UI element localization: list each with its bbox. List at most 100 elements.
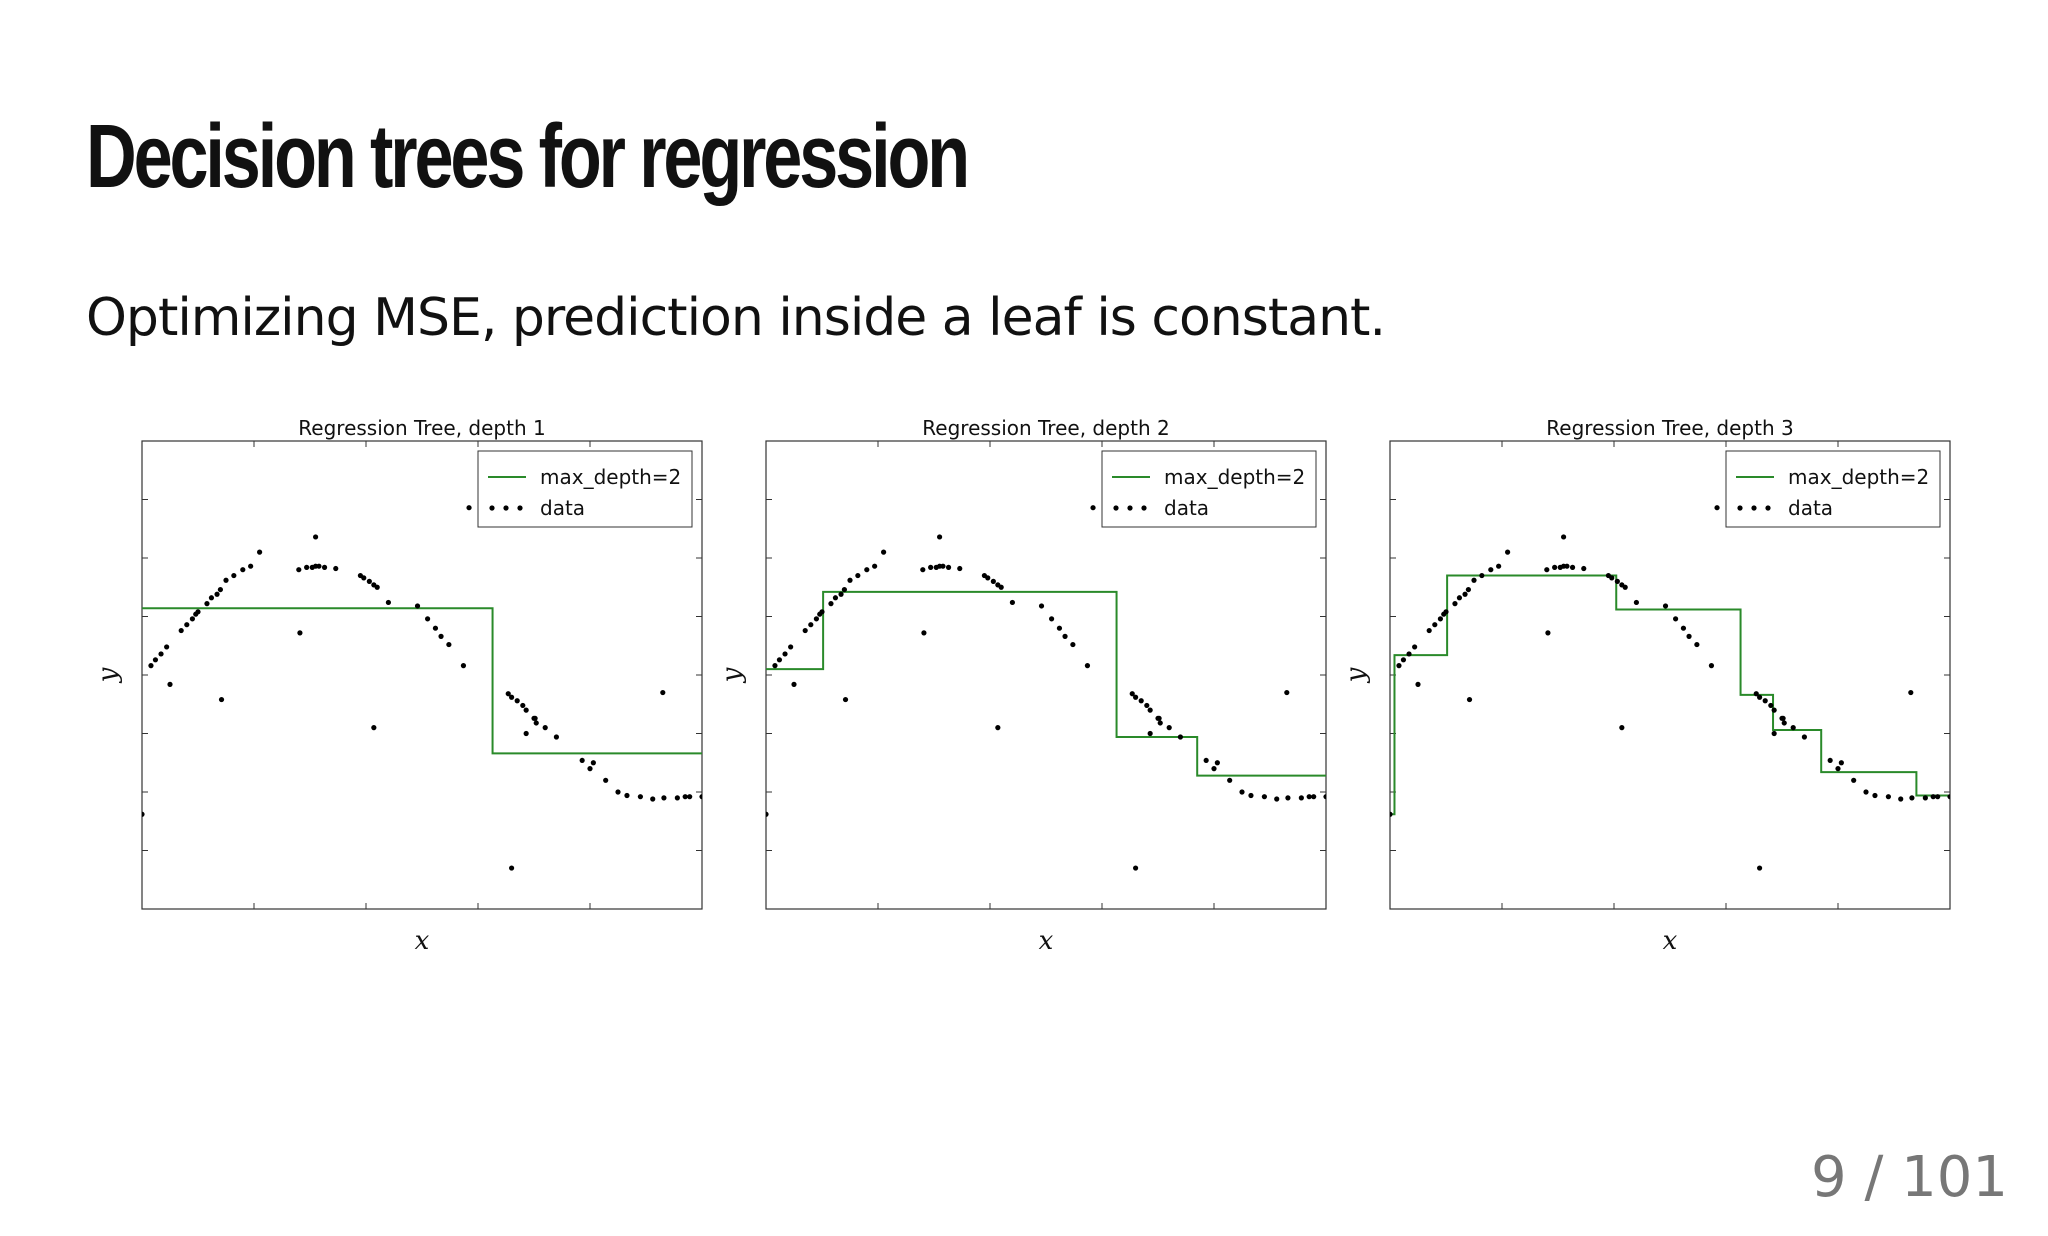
data-point [1227, 777, 1233, 783]
data-point [1084, 663, 1091, 669]
data-point [1757, 694, 1763, 700]
data-point [1569, 564, 1576, 570]
data-point [1662, 603, 1669, 609]
data-point [802, 627, 808, 634]
data-point [1851, 777, 1857, 783]
data-point [1390, 811, 1393, 817]
data-point [432, 625, 439, 631]
data-point [1930, 794, 1936, 800]
data-point [1157, 720, 1163, 726]
data-point [674, 795, 680, 801]
data-point [316, 563, 322, 569]
data-point [1298, 795, 1304, 801]
legend-dot-swatch [1127, 505, 1133, 511]
data-point [509, 865, 515, 871]
data-point [1505, 549, 1511, 555]
data-point [1177, 734, 1183, 740]
data-point [248, 563, 254, 569]
data-point [1835, 766, 1841, 772]
data-point [1248, 792, 1254, 799]
data-point [1437, 616, 1443, 622]
chart-title: Regression Tree, depth 3 [1546, 416, 1793, 440]
data-point [1922, 795, 1928, 801]
data-point [855, 572, 861, 579]
data-point [990, 578, 996, 585]
data-point [579, 757, 585, 764]
data-point [1622, 584, 1628, 590]
data-point [603, 777, 609, 783]
data-point [438, 633, 444, 639]
data-point [1909, 795, 1915, 801]
data-point [466, 505, 472, 511]
data-point [514, 698, 520, 704]
data-point [998, 584, 1004, 590]
legend-label: max_depth=2 [1164, 465, 1305, 489]
data-point [361, 575, 367, 581]
data-point [218, 696, 225, 703]
data-point [533, 720, 539, 726]
data-point [1947, 794, 1950, 800]
data-point [615, 789, 621, 795]
data-point [366, 578, 372, 585]
data-point [385, 599, 391, 606]
data-point [296, 567, 302, 573]
data-point [304, 564, 310, 570]
data-point [828, 601, 834, 607]
data-point [1581, 565, 1587, 572]
y-axis-label: y [93, 667, 123, 683]
data-point [772, 663, 778, 669]
data-point [1708, 663, 1715, 669]
data-point [1488, 567, 1494, 573]
data-point [189, 616, 195, 622]
data-point [590, 760, 596, 766]
data-point [371, 725, 377, 731]
data-point [661, 795, 667, 801]
legend-dot-swatch [1737, 505, 1743, 511]
data-point [847, 577, 853, 583]
data-point [1443, 609, 1449, 615]
data-point [832, 595, 839, 601]
data-point [1544, 567, 1550, 573]
data-point [1466, 696, 1473, 703]
data-point [1768, 702, 1774, 709]
data-point [509, 694, 515, 700]
data-point [1056, 625, 1063, 631]
data-point [637, 794, 644, 800]
data-point [1757, 865, 1763, 871]
data-point [167, 681, 173, 687]
data-point [1147, 707, 1153, 713]
data-point [1545, 630, 1551, 636]
data-point [1673, 616, 1679, 622]
plot-area [1390, 505, 1950, 871]
data-point [1415, 681, 1421, 687]
data-point [1771, 730, 1777, 737]
data-point [1261, 794, 1267, 800]
legend-dot-swatch [1765, 505, 1771, 511]
data-point [231, 572, 237, 579]
data-point [1753, 691, 1759, 697]
data-point [937, 534, 943, 540]
plot-area [766, 505, 1326, 871]
legend-label: max_depth=2 [540, 465, 681, 489]
data-point [1714, 505, 1720, 511]
data-point [945, 564, 952, 570]
data-point [838, 591, 844, 597]
data-point [1561, 534, 1567, 540]
data-point [142, 811, 145, 817]
legend-box [1101, 450, 1317, 528]
data-point [257, 549, 263, 555]
data-point [1274, 796, 1280, 802]
chart-panel-3: Regression Tree, depth 3 x y max_depth=2dat… [1341, 416, 1951, 956]
legend-dot-swatch [1751, 505, 1757, 511]
data-point [1790, 725, 1796, 731]
legend-dot-swatch [517, 505, 523, 511]
prediction-step-line [142, 607, 702, 755]
data-point [1203, 757, 1209, 764]
data-point [957, 565, 963, 572]
data-point [1166, 725, 1172, 731]
data-point [1323, 794, 1326, 800]
x-axis-label: x [415, 926, 430, 956]
